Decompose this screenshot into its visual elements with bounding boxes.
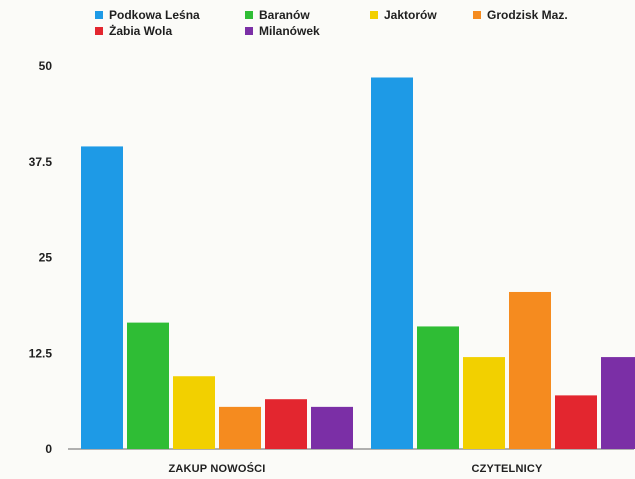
bar <box>509 291 551 449</box>
legend-item: Jaktorów <box>370 8 437 22</box>
legend-label: Grodzisk Maz. <box>487 8 568 22</box>
legend-label: Podkowa Leśna <box>109 8 200 22</box>
y-tick-label: 25 <box>39 251 53 265</box>
bar <box>265 399 307 449</box>
x-category-label: CZYTELNICY <box>471 463 543 475</box>
legend-swatch <box>95 27 103 35</box>
bar <box>311 406 353 449</box>
bar <box>127 322 169 449</box>
bar <box>417 326 459 449</box>
y-tick-label: 50 <box>39 59 53 73</box>
legend-swatch <box>245 11 253 19</box>
legend-label: Milanówek <box>259 24 320 38</box>
legend-item: Grodzisk Maz. <box>473 8 568 22</box>
x-category-label: ZAKUP NOWOŚCI <box>168 462 265 475</box>
legend-item: Baranów <box>245 8 310 22</box>
bar <box>463 357 505 449</box>
legend-swatch <box>370 11 378 19</box>
y-tick-label: 0 <box>45 442 52 456</box>
legend-item: Milanówek <box>245 24 320 38</box>
legend-swatch <box>245 27 253 35</box>
bar <box>371 77 413 450</box>
legend-label: Baranów <box>259 8 310 22</box>
legend-item: Podkowa Leśna <box>95 8 200 22</box>
bar <box>219 406 261 449</box>
legend-swatch <box>95 11 103 19</box>
bar <box>173 376 215 449</box>
bar <box>555 395 597 449</box>
y-tick-label: 12.5 <box>29 346 53 360</box>
legend-label: Jaktorów <box>384 8 437 22</box>
legend-item: Żabia Wola <box>95 23 172 38</box>
y-tick-label: 37.5 <box>29 155 53 169</box>
bar <box>601 357 635 449</box>
legend-label: Żabia Wola <box>109 23 172 38</box>
bar <box>81 146 123 449</box>
legend-swatch <box>473 11 481 19</box>
